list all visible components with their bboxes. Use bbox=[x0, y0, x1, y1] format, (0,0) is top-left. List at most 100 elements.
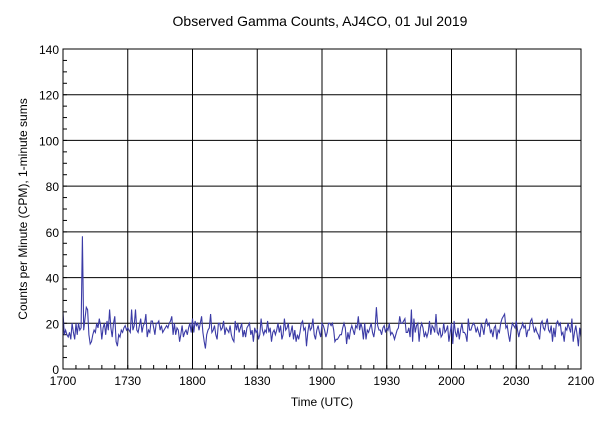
data-point bbox=[517, 329, 518, 331]
data-point bbox=[66, 334, 68, 336]
data-point bbox=[306, 345, 307, 347]
plot-frame bbox=[62, 48, 582, 370]
data-point bbox=[102, 327, 104, 329]
data-point bbox=[407, 332, 408, 333]
data-point bbox=[285, 329, 287, 331]
data-point bbox=[387, 329, 389, 331]
data-point bbox=[576, 334, 578, 336]
data-point bbox=[493, 327, 495, 329]
data-point bbox=[250, 334, 252, 336]
x-tick-label: 1830 bbox=[244, 374, 271, 388]
data-point bbox=[385, 332, 386, 333]
data-point bbox=[218, 322, 219, 324]
data-point bbox=[124, 325, 126, 326]
data-point bbox=[376, 306, 377, 308]
data-point bbox=[370, 322, 372, 324]
data-point bbox=[364, 322, 366, 324]
data-point bbox=[215, 334, 217, 336]
x-tick-label: 1800 bbox=[179, 374, 206, 388]
data-point bbox=[382, 327, 384, 329]
data-point bbox=[552, 341, 553, 342]
data-point bbox=[263, 334, 265, 336]
data-point bbox=[332, 322, 333, 324]
data-point bbox=[231, 334, 232, 336]
data-point bbox=[572, 341, 574, 342]
y-tick-label: 40 bbox=[46, 272, 60, 286]
data-point bbox=[361, 327, 363, 329]
data-point bbox=[67, 336, 69, 338]
data-point bbox=[424, 336, 425, 338]
data-point bbox=[269, 327, 271, 329]
data-point bbox=[566, 329, 568, 331]
data-point bbox=[128, 329, 130, 331]
data-point bbox=[135, 309, 136, 310]
y-tick-label: 20 bbox=[46, 317, 60, 331]
data-point bbox=[216, 338, 218, 340]
data-point bbox=[179, 341, 180, 342]
data-point bbox=[399, 316, 401, 317]
data-point bbox=[337, 338, 338, 340]
data-point bbox=[210, 313, 211, 315]
data-point bbox=[71, 322, 73, 324]
data-point bbox=[206, 334, 208, 336]
data-point bbox=[159, 329, 161, 331]
x-tick-label: 1900 bbox=[309, 374, 336, 388]
data-point bbox=[444, 332, 446, 333]
data-point bbox=[570, 332, 571, 333]
data-point bbox=[87, 309, 88, 310]
data-point bbox=[256, 329, 258, 331]
data-point bbox=[392, 334, 394, 336]
grid bbox=[63, 49, 581, 369]
data-point bbox=[503, 316, 504, 317]
data-point bbox=[174, 322, 175, 324]
data-point bbox=[310, 329, 311, 331]
data-point bbox=[228, 332, 230, 333]
data-point bbox=[104, 322, 105, 324]
data-point bbox=[391, 332, 393, 333]
data-point bbox=[469, 329, 470, 331]
data-point bbox=[95, 332, 96, 333]
data-point bbox=[346, 343, 347, 345]
data-point bbox=[501, 318, 503, 320]
data-point bbox=[482, 327, 483, 329]
data-point bbox=[255, 332, 257, 333]
data-point bbox=[531, 318, 533, 320]
data-point bbox=[168, 322, 170, 324]
data-point bbox=[240, 327, 241, 329]
data-point bbox=[278, 332, 280, 333]
data-point bbox=[246, 327, 248, 329]
data-point bbox=[528, 329, 530, 331]
data-point bbox=[518, 336, 520, 338]
data-point bbox=[474, 325, 476, 326]
data-point bbox=[486, 318, 487, 320]
data-point bbox=[203, 341, 205, 342]
data-point bbox=[247, 325, 249, 326]
data-point bbox=[225, 327, 227, 329]
data-point bbox=[224, 334, 226, 336]
data-point bbox=[329, 322, 331, 324]
x-tick-label: 2100 bbox=[568, 374, 595, 388]
data-point bbox=[158, 320, 160, 322]
data-point bbox=[363, 338, 364, 340]
data-point bbox=[322, 325, 324, 326]
data-point bbox=[449, 332, 451, 333]
data-point bbox=[460, 329, 461, 331]
y-tick-label: 80 bbox=[46, 180, 60, 194]
data-point bbox=[161, 325, 162, 326]
data-point bbox=[275, 334, 276, 336]
data-point bbox=[268, 332, 270, 333]
data-point bbox=[455, 332, 456, 333]
data-point bbox=[205, 348, 206, 349]
data-point bbox=[163, 329, 165, 331]
data-point bbox=[409, 336, 411, 338]
data-point bbox=[321, 322, 323, 324]
data-point bbox=[137, 332, 139, 333]
data-point bbox=[127, 327, 129, 329]
data-point bbox=[233, 341, 235, 342]
data-point bbox=[347, 332, 349, 333]
data-point bbox=[267, 320, 268, 322]
data-point bbox=[289, 336, 290, 338]
data-point bbox=[544, 329, 546, 331]
data-point bbox=[505, 327, 507, 329]
data-point bbox=[145, 313, 147, 315]
